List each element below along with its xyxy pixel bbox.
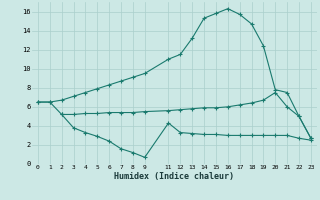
- X-axis label: Humidex (Indice chaleur): Humidex (Indice chaleur): [115, 172, 234, 181]
